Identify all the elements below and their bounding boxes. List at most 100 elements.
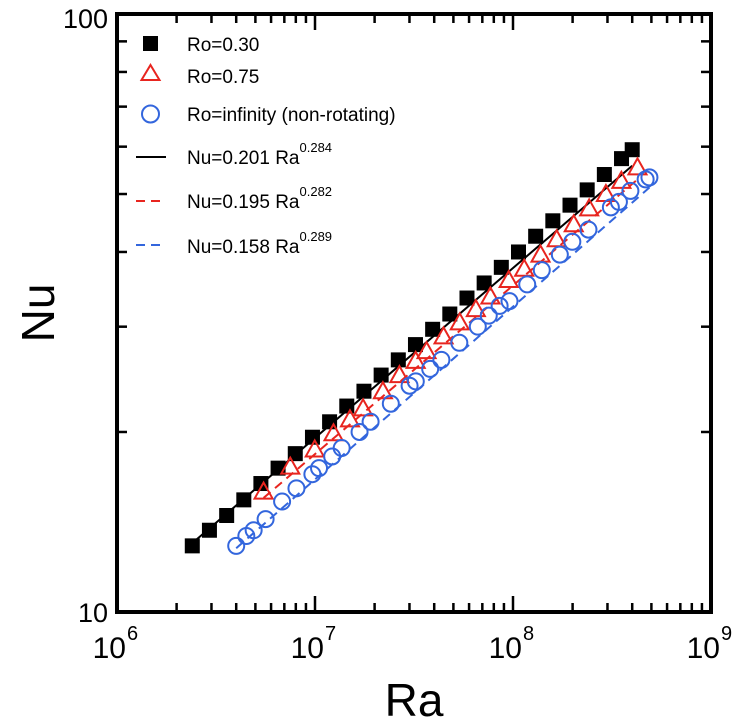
x-tick-base: 10 xyxy=(687,632,720,665)
data-point-circle xyxy=(350,422,369,441)
data-point-triangle xyxy=(497,269,520,289)
data-point-circle xyxy=(421,359,440,378)
legend-marker-ro075 xyxy=(139,63,162,81)
x-tick-label-1e9: 10 9 xyxy=(687,623,733,665)
data-point-triangle xyxy=(304,438,326,458)
data-point-square xyxy=(476,275,492,291)
data-point-circle xyxy=(479,306,498,325)
fit1-prefix: Nu=0.201 Ra xyxy=(187,148,300,169)
data-point-circle xyxy=(323,447,342,466)
data-point-triangle xyxy=(388,364,411,384)
data-point-circle xyxy=(273,492,292,511)
data-point-triangle xyxy=(339,408,361,428)
x-tick-label-1e8: 10 8 xyxy=(489,623,535,665)
data-point-circle xyxy=(518,275,537,294)
data-point-circle xyxy=(609,192,628,211)
data-point-triangle xyxy=(529,243,552,263)
data-point-triangle xyxy=(372,380,394,400)
data-point-square xyxy=(596,167,612,183)
data-point-circle xyxy=(532,261,551,280)
data-point-circle xyxy=(256,510,275,529)
x-tick-label-1e6: 10 6 xyxy=(93,623,139,665)
data-point-triangle xyxy=(626,156,649,176)
plot-frame xyxy=(115,12,713,614)
data-point-circle xyxy=(490,296,509,315)
data-point-circle xyxy=(432,350,451,369)
data-point-circle xyxy=(406,372,425,391)
data-point-square xyxy=(390,352,406,368)
legend-marker-ro030 xyxy=(143,36,158,51)
data-point-triangle xyxy=(610,169,633,189)
data-point-circle xyxy=(361,412,380,431)
data-point-triangle xyxy=(279,455,301,475)
data-point-circle xyxy=(287,479,306,498)
data-point-square xyxy=(459,290,475,306)
legend-label-ro030: Ro=0.30 xyxy=(187,35,259,56)
legend-label-roinf: Ro=infinity (non-rotating) xyxy=(187,105,396,126)
legend: Ro=0.30 Ro=0.75 Ro=infinity (non-rotatin… xyxy=(136,35,396,258)
data-point-square xyxy=(579,182,595,198)
data-point-circle xyxy=(500,292,519,311)
data-point-triangle xyxy=(352,397,374,417)
data-point-square xyxy=(442,306,458,322)
data-point-circle xyxy=(310,459,329,478)
fit2-exponent: 0.282 xyxy=(300,184,333,199)
data-point-square xyxy=(304,429,320,445)
x-tick-base: 10 xyxy=(489,632,522,665)
data-point-circle xyxy=(579,220,598,239)
data-point-circle xyxy=(244,521,263,540)
data-point-circle xyxy=(227,536,246,555)
data-point-square xyxy=(373,367,389,383)
data-point-square xyxy=(562,197,578,213)
axis-ticks xyxy=(117,14,711,612)
data-point-triangle xyxy=(563,213,585,233)
fit2-prefix: Nu=0.195 Ra xyxy=(187,192,300,213)
x-tick-label-1e7: 10 7 xyxy=(291,623,337,665)
data-point-triangle xyxy=(479,285,502,305)
data-point-square xyxy=(356,383,372,399)
data-point-square xyxy=(528,228,544,244)
data-point-square xyxy=(545,213,561,229)
data-point-triangle xyxy=(432,325,455,345)
data-point-square xyxy=(287,446,303,462)
legend-label-fit2: Nu=0.195 Ra0.282 xyxy=(187,184,332,213)
fit1-exponent: 0.284 xyxy=(300,140,333,155)
data-point-square xyxy=(219,508,235,524)
data-point-circle xyxy=(450,333,469,352)
data-point-square xyxy=(510,244,526,260)
data-point-triangle xyxy=(404,349,427,369)
legend-label-ro075: Ro=0.75 xyxy=(187,67,259,88)
data-point-square xyxy=(407,337,423,353)
data-point-circle xyxy=(563,232,582,251)
x-tick-exponent: 7 xyxy=(325,623,336,645)
data-point-triangle xyxy=(449,311,471,331)
data-point-circle xyxy=(381,394,400,413)
data-point-square xyxy=(624,142,640,158)
data-point-triangle xyxy=(578,197,600,217)
x-tick-exponent: 8 xyxy=(523,623,534,645)
data-point-square xyxy=(184,538,200,554)
data-point-square xyxy=(425,321,441,337)
data-point-triangle xyxy=(465,298,487,318)
fit3-prefix: Nu=0.158 Ra xyxy=(187,237,300,258)
data-point-circle xyxy=(621,181,640,200)
x-tick-base: 10 xyxy=(291,632,324,665)
legend-marker-roinf xyxy=(141,104,160,124)
y-axis-label: Nu xyxy=(12,284,64,343)
legend-label-fit1: Nu=0.201 Ra0.284 xyxy=(187,140,332,169)
legend-label-fit3: Nu=0.158 Ra0.289 xyxy=(187,229,332,258)
data-point-square xyxy=(201,522,217,538)
data-point-square xyxy=(339,398,355,414)
data-point-triangle xyxy=(415,340,438,360)
data-point-triangle xyxy=(322,422,345,442)
data-markers xyxy=(184,142,659,555)
x-tick-base: 10 xyxy=(93,632,126,665)
data-point-circle xyxy=(640,168,659,187)
y-tick-label-100: 100 xyxy=(63,4,108,34)
data-point-triangle xyxy=(513,257,535,277)
data-point-circle xyxy=(550,245,569,264)
data-point-triangle xyxy=(252,480,275,500)
x-axis-label: Ra xyxy=(385,674,444,726)
x-tick-exponent: 6 xyxy=(127,623,138,645)
